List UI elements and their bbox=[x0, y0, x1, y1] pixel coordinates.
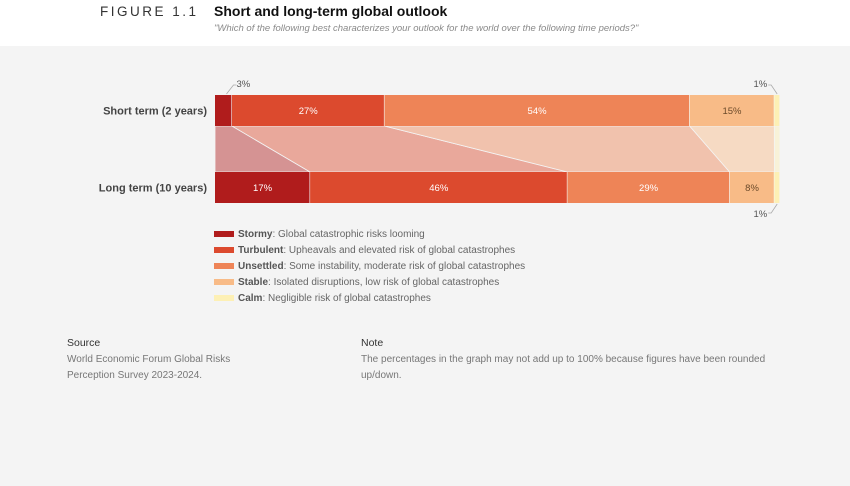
bar-unsettled-long bbox=[567, 172, 730, 203]
figure-subtitle: "Which of the following best characteriz… bbox=[214, 23, 639, 34]
legend-item-calm: Calm: Negligible risk of global catastro… bbox=[214, 290, 525, 306]
figure-label: FIGURE 1.1 bbox=[100, 4, 199, 19]
legend-description: : Isolated disruptions, low risk of glob… bbox=[268, 276, 500, 288]
data-label-turbulent-long: 46% bbox=[429, 183, 449, 194]
bar-stable-short bbox=[689, 95, 774, 126]
stacked-bar-chart: Short term (2 years) 27% 54% 15% Long term (… bbox=[99, 79, 781, 220]
callout-label-calm-long: 1% bbox=[753, 209, 767, 220]
header: FIGURE 1.1 Short and long-term global ou… bbox=[0, 0, 850, 46]
bar-turbulent-short bbox=[231, 95, 384, 126]
bar-calm-long bbox=[774, 172, 780, 203]
legend-description: : Upheavals and elevated risk of global … bbox=[283, 244, 516, 256]
row-label-long-term: Long term (10 years) bbox=[99, 183, 208, 195]
callout-line-stormy-short bbox=[226, 84, 237, 95]
legend-item-unsettled: Unsettled: Some instability, moderate ri… bbox=[214, 258, 525, 274]
legend-swatch bbox=[214, 263, 234, 269]
bar-calm-short bbox=[774, 95, 780, 126]
callout-line-calm-short bbox=[768, 84, 778, 95]
legend-name: Stormy bbox=[238, 228, 273, 240]
row-label-short-term: Short term (2 years) bbox=[103, 106, 207, 118]
figure-title: Short and long-term global outlook bbox=[214, 3, 448, 19]
legend-item-turbulent: Turbulent: Upheavals and elevated risk o… bbox=[214, 242, 525, 258]
legend-name: Turbulent bbox=[238, 244, 284, 256]
legend-name: Unsettled bbox=[238, 260, 284, 272]
legend-swatch bbox=[214, 231, 234, 237]
data-label-stable-long: 8% bbox=[745, 183, 759, 194]
legend-item-stormy: Stormy: Global catastrophic risks loomin… bbox=[214, 226, 525, 242]
legend-description: : Negligible risk of global catastrophes bbox=[262, 292, 431, 304]
chart-legend: Stormy: Global catastrophic risks loomin… bbox=[214, 226, 525, 306]
legend-name: Calm bbox=[238, 292, 263, 304]
connector-calm bbox=[773, 125, 781, 173]
source-title: Source bbox=[67, 337, 101, 349]
data-label-turbulent-short: 27% bbox=[299, 106, 319, 117]
note-title: Note bbox=[361, 337, 384, 349]
legend-swatch bbox=[214, 295, 234, 301]
bar-turbulent-long bbox=[310, 172, 567, 203]
note-block: Note The percentages in the graph may no… bbox=[361, 335, 765, 384]
source-block: Source World Economic Forum Global Risks… bbox=[67, 335, 230, 384]
legend-description: : Some instability, moderate risk of glo… bbox=[283, 260, 526, 272]
data-label-unsettled-long: 29% bbox=[639, 183, 659, 194]
data-label-stable-short: 15% bbox=[722, 106, 742, 117]
note-text: The percentages in the graph may not add… bbox=[361, 354, 766, 381]
legend-item-stable: Stable: Isolated disruptions, low risk o… bbox=[214, 274, 525, 290]
bar-stable-long bbox=[729, 172, 774, 203]
legend-name: Stable bbox=[238, 276, 269, 288]
bar-unsettled-short bbox=[384, 95, 689, 126]
source-text: World Economic Forum Global Risks Percep… bbox=[67, 354, 231, 381]
legend-swatch bbox=[214, 247, 234, 253]
bar-stormy-long bbox=[215, 172, 310, 203]
legend-swatch bbox=[214, 279, 234, 285]
bar-stormy-short bbox=[215, 95, 232, 126]
data-label-unsettled-short: 54% bbox=[528, 106, 548, 117]
callout-label-stormy-short: 3% bbox=[236, 79, 250, 90]
data-label-stormy-long: 17% bbox=[253, 183, 273, 194]
legend-description: : Global catastrophic risks looming bbox=[272, 228, 425, 240]
callout-line-calm-long bbox=[768, 203, 778, 214]
callout-label-calm-short: 1% bbox=[753, 79, 767, 90]
